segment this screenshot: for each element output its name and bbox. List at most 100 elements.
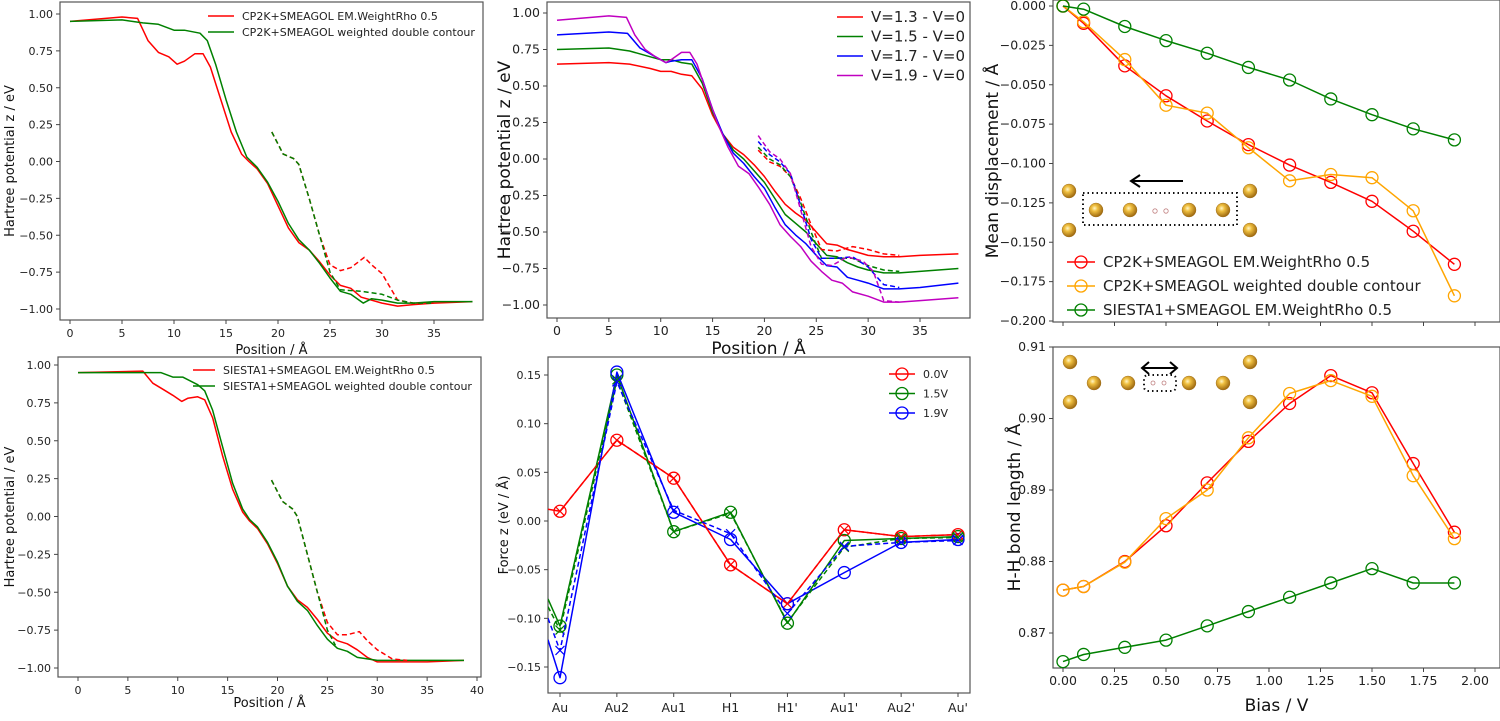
data-point [1406,204,1420,218]
series-line-3 [1062,5,1455,141]
data-point [782,608,793,619]
series-line-3 [548,371,959,679]
y-tick-label: −1.00 [17,662,51,675]
x-tick-label: 20 [271,684,285,697]
y-tick-label: −0.50 [19,229,53,242]
series-line-7 [757,141,900,289]
y-tick-label: 0.00 [512,151,540,166]
data-point [1241,60,1256,75]
x-tick-label: 30 [375,327,389,340]
data-point [1118,52,1132,67]
x-tick-label: 10 [167,327,181,340]
data-point [1365,108,1379,122]
series-line-4 [559,439,959,605]
data-point [1200,114,1214,128]
series-line-1 [1062,374,1456,591]
series-line-2 [1062,5,1456,297]
legend-label: CP2K+SMEAGOL EM.WeightRho 0.5 [242,10,438,23]
data-point [725,559,736,570]
atom-chain-inset [1062,354,1258,410]
legend-label: 0.0V [923,368,948,381]
legend-label: 1.9V [923,407,948,420]
au-atom [1062,394,1078,410]
au-atom [1242,394,1258,410]
legend-label: V=1.3 - V=0 [871,8,965,26]
y-tick-label: −0.200 [1000,313,1046,328]
au-atom [1122,202,1138,218]
data-point [725,528,736,539]
panel-force-z: 0.15 0.10 0.05 0.00 −0.05 −0.10 −0.15 Au Au2 Au1 H… [496,356,971,715]
y-tick-label: −0.150 [1000,234,1046,249]
au-atom [1120,375,1136,391]
x-tick-label: 25 [808,323,824,338]
x-tick-label: 15 [219,327,233,340]
x-tick-label: 35 [427,327,441,340]
data-point [668,505,679,516]
h-atom [1150,380,1156,386]
h-atom [1152,208,1158,214]
x-tick-label: H1' [777,700,798,715]
data-point [723,505,738,519]
data-point [1365,386,1379,400]
dotted-h2-box [1143,374,1177,392]
au-atom [1181,375,1197,391]
x-tick-label: 25 [323,327,337,340]
series-line-5 [757,149,900,257]
y-axis-label: Hartree potential z / eV [3,85,18,237]
data-point [1324,368,1338,383]
series-layer [69,16,473,307]
series-line-6 [548,381,959,652]
data-point [1241,431,1256,445]
x-tick-label: 1.50 [1358,673,1386,688]
panel-hh-bond-length: 0.91 0.90 0.89 0.88 0.87 0.00 0.25 0.50 0.75 1.00… [1003,339,1500,716]
data-point [725,508,736,519]
panel-hartree-siesta: 1.00 0.75 0.50 0.25 0.00 −0.25 −0.50 −0.75 −1.00… [3,356,484,711]
series-line-2 [556,47,959,274]
data-point [1159,34,1173,48]
y-tick-label: −0.050 [1000,77,1046,92]
y-axis-label: Hartree potential / eV [3,447,18,588]
data-point [1200,619,1214,633]
series-line-2 [69,19,473,304]
atom-chain-inset [1061,174,1258,238]
x-tick-label: 0.25 [1101,673,1129,688]
series-layer [1056,368,1462,668]
plot-frame [546,1,971,319]
data-point [1159,89,1173,103]
data-point [953,532,963,543]
x-tick-label: 20 [756,323,772,338]
data-point [1076,579,1091,594]
data-point [839,541,850,552]
x-axis-label: Position / Å [711,337,806,359]
legend-label: 1.5V [923,388,948,401]
x-tick-label: 30 [860,323,876,338]
y-tick-label: 0.00 [27,511,52,524]
y-axis-label: H-H bond length / Å [1003,423,1025,591]
y-axis-label: Force z (eV / Å) [496,476,512,575]
data-point [780,616,795,630]
legend: 0.0V 1.5V 1.9V [889,367,948,420]
legend: CP2K+SMEAGOL EM.WeightRho 0.5 CP2K+SMEAGO… [1067,253,1421,319]
x-tick-label: 0.00 [1049,673,1077,688]
legend: V=1.3 - V=0 V=1.5 - V=0V=1.7 - V=0 V=1.9 -… [837,8,965,85]
y-tick-label: −0.125 [1000,195,1046,210]
y-tick-label: −0.100 [1000,156,1046,171]
plot-frame [57,356,482,678]
au-atom [1061,222,1077,238]
data-point [1241,137,1256,152]
au-atom [1215,202,1231,218]
data-point [837,523,851,537]
series-line-4 [556,15,959,303]
data-point [953,535,963,546]
legend-label: SIESTA1+SMEAGOL weighted double contour [223,380,472,393]
data-point [896,537,907,548]
x-tick-label: Au2 [605,700,629,715]
x-tick-label: 2.00 [1461,673,1489,688]
x-tick-label: Au2' [887,700,915,715]
data-point [1282,73,1297,87]
x-tick-label: 0 [553,323,561,338]
au-atom [1242,183,1258,199]
data-point [1365,171,1379,185]
x-tick-label: Au1 [661,700,685,715]
data-point [1282,396,1297,411]
